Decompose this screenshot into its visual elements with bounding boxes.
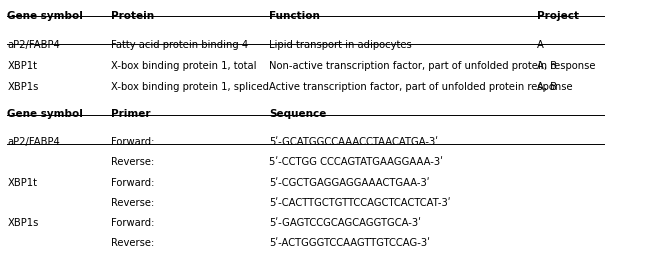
Text: XBP1s: XBP1s: [7, 218, 39, 228]
Text: Non-active transcription factor, part of unfolded protein response: Non-active transcription factor, part of…: [269, 61, 596, 71]
Text: 5ʹ-CGCTGAGGAGGAAACTGAA-3ʹ: 5ʹ-CGCTGAGGAGGAAACTGAA-3ʹ: [269, 178, 430, 188]
Text: Reverse:: Reverse:: [111, 238, 154, 248]
Text: Gene symbol: Gene symbol: [7, 109, 83, 119]
Text: Function: Function: [269, 11, 320, 21]
Text: A, B: A, B: [537, 82, 557, 92]
Text: Forward:: Forward:: [111, 137, 154, 147]
Text: Reverse:: Reverse:: [111, 157, 154, 166]
Text: Fatty acid protein binding 4: Fatty acid protein binding 4: [111, 40, 248, 50]
Text: Forward:: Forward:: [111, 218, 154, 228]
Text: Project: Project: [537, 11, 579, 21]
Text: Gene symbol: Gene symbol: [7, 11, 83, 21]
Text: Lipid transport in adipocytes: Lipid transport in adipocytes: [269, 40, 412, 50]
Text: Sequence: Sequence: [269, 109, 326, 119]
Text: Reverse:: Reverse:: [111, 198, 154, 208]
Text: XBP1t: XBP1t: [7, 61, 37, 71]
Text: A: A: [537, 40, 543, 50]
Text: Active transcription factor, part of unfolded protein response: Active transcription factor, part of unf…: [269, 82, 573, 92]
Text: aP2/FABP4: aP2/FABP4: [7, 40, 60, 50]
Text: X-box binding protein 1, total: X-box binding protein 1, total: [111, 61, 256, 71]
Text: 5ʹ-GCATGGCCAAACCTAACATGA-3ʹ: 5ʹ-GCATGGCCAAACCTAACATGA-3ʹ: [269, 137, 438, 147]
Text: 5ʹ-ACTGGGTCCAAGTTGTCCAG-3ʹ: 5ʹ-ACTGGGTCCAAGTTGTCCAG-3ʹ: [269, 238, 430, 248]
Text: Forward:: Forward:: [111, 178, 154, 188]
Text: XBP1s: XBP1s: [7, 82, 39, 92]
Text: Primer: Primer: [111, 109, 150, 119]
Text: X-box binding protein 1, spliced: X-box binding protein 1, spliced: [111, 82, 269, 92]
Text: Protein: Protein: [111, 11, 154, 21]
Text: aP2/FABP4: aP2/FABP4: [7, 137, 60, 147]
Text: A, B: A, B: [537, 61, 557, 71]
Text: 5ʹ-CACTTGCTGTTCCAGCTCACTCAT-3ʹ: 5ʹ-CACTTGCTGTTCCAGCTCACTCAT-3ʹ: [269, 198, 451, 208]
Text: XBP1t: XBP1t: [7, 178, 37, 188]
Text: 5ʹ-CCTGG CCCAGTATGAAGGAAA-3ʹ: 5ʹ-CCTGG CCCAGTATGAAGGAAA-3ʹ: [269, 157, 443, 166]
Text: 5ʹ-GAGTCCGCAGCAGGTGCA-3ʹ: 5ʹ-GAGTCCGCAGCAGGTGCA-3ʹ: [269, 218, 421, 228]
